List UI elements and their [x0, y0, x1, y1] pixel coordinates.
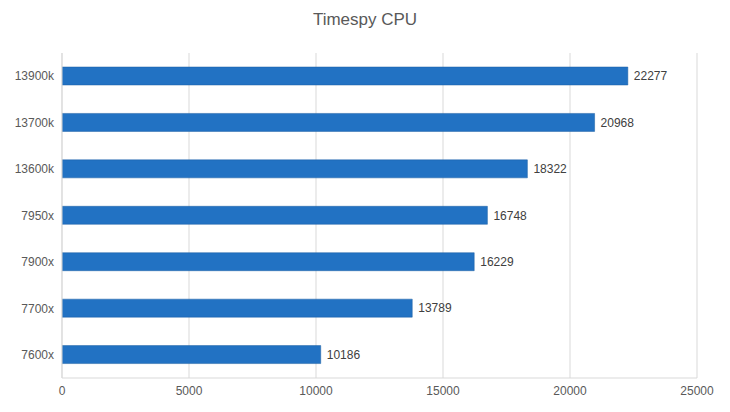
svg-text:13900k: 13900k: [15, 69, 55, 83]
svg-text:7950x: 7950x: [21, 209, 54, 223]
svg-text:16229: 16229: [480, 255, 514, 269]
svg-text:0: 0: [59, 384, 66, 398]
svg-text:13789: 13789: [418, 301, 452, 315]
svg-text:22277: 22277: [634, 69, 668, 83]
svg-text:10000: 10000: [299, 384, 333, 398]
svg-text:7700x: 7700x: [21, 302, 54, 316]
svg-text:20968: 20968: [601, 116, 635, 130]
svg-text:20000: 20000: [553, 384, 587, 398]
html-text:Timespy CPU: Timespy CPU: [312, 10, 418, 29]
svg-text:13700k: 13700k: [15, 116, 55, 130]
svg-text:25000: 25000: [680, 384, 714, 398]
svg-text:13600k: 13600k: [15, 162, 55, 176]
svg-text:7600x: 7600x: [21, 348, 54, 362]
svg-text:5000: 5000: [176, 384, 203, 398]
svg-text:10186: 10186: [327, 348, 361, 362]
svg-text:18322: 18322: [533, 162, 567, 176]
svg-text:15000: 15000: [426, 384, 460, 398]
svg-text:16748: 16748: [493, 209, 527, 223]
svg-text:7900x: 7900x: [21, 255, 54, 269]
